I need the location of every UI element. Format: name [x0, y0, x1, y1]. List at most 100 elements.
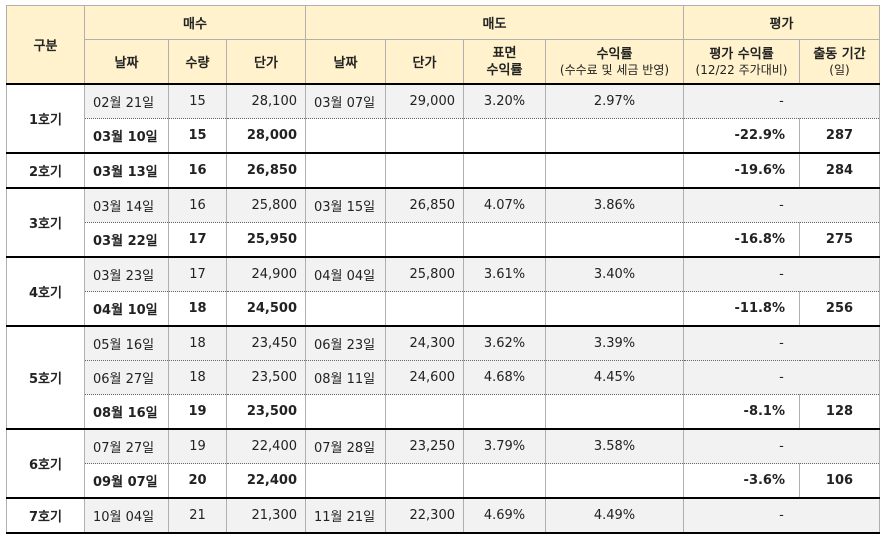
- header-net-return: 수익률 (수수료 및 세금 반영): [545, 39, 684, 85]
- buy-date-cell: 03월 23일: [84, 256, 169, 292]
- net-return-cell: 3.86%: [545, 187, 684, 223]
- header-surface-line1: 표면: [492, 45, 517, 61]
- surface-return-cell: 4.68%: [463, 360, 546, 395]
- sell-price-cell: 24,300: [385, 325, 464, 361]
- sell-date-cell: 11월 21일: [305, 497, 386, 534]
- table-row: 08월 16일 19 23,500 -8.1% 128: [7, 394, 880, 430]
- group-label: 4호기: [6, 256, 85, 327]
- eval-return-cell: -3.6%: [683, 463, 800, 499]
- net-return-cell: [545, 463, 684, 499]
- sell-date-cell: 08월 11일: [305, 360, 386, 395]
- net-return-cell: [545, 291, 684, 327]
- net-return-cell: [545, 394, 684, 430]
- group-label: 5호기: [6, 325, 85, 430]
- group-label: 2호기: [6, 152, 85, 189]
- sell-date-cell: [305, 222, 386, 258]
- sell-price-cell: 25,800: [385, 256, 464, 292]
- qty-cell: 16: [168, 152, 227, 189]
- net-return-cell: 4.49%: [545, 497, 684, 534]
- table-body: 1호기 02월 21일 15 28,100 03월 07일 29,000 3.20% 2.97…: [6, 83, 880, 534]
- buy-date-cell: 06월 27일: [84, 360, 169, 395]
- header-buy: 매수: [84, 5, 306, 40]
- buy-date-cell: 03월 13일: [84, 152, 169, 189]
- sell-date-cell: [305, 118, 386, 154]
- sell-date-cell: [305, 394, 386, 430]
- surface-return-cell: 3.62%: [463, 325, 546, 361]
- qty-cell: 18: [168, 325, 227, 361]
- qty-cell: 17: [168, 256, 227, 292]
- group-label: 3호기: [6, 187, 85, 258]
- header-eval-return-line1: 평가 수익률: [709, 46, 774, 62]
- table-row: 09월 07일 20 22,400 -3.6% 106: [7, 463, 880, 499]
- net-return-cell: 3.40%: [545, 256, 684, 292]
- sell-date-cell: 03월 07일: [305, 83, 386, 119]
- header-period: 출동 기간 (일): [799, 39, 880, 85]
- qty-cell: 18: [168, 360, 227, 395]
- net-return-cell: 3.58%: [545, 428, 684, 464]
- surface-return-cell: [463, 291, 546, 327]
- group-label: 6호기: [6, 428, 85, 499]
- qty-cell: 15: [168, 118, 227, 154]
- surface-return-cell: 4.07%: [463, 187, 546, 223]
- header-group: 구분: [6, 5, 85, 85]
- sell-price-cell: 24,600: [385, 360, 464, 395]
- header-eval: 평가: [683, 5, 880, 40]
- sell-date-cell: 07월 28일: [305, 428, 386, 464]
- buy-date-cell: 05월 16일: [84, 325, 169, 361]
- buy-date-cell: 10월 04일: [84, 497, 169, 534]
- table-row: 4호기 03월 23일 17 24,900 04월 04일 25,800 3.61% 3.40…: [6, 256, 880, 327]
- qty-cell: 20: [168, 463, 227, 499]
- header-buy-price: 단가: [226, 39, 306, 85]
- header-sell-date: 날짜: [305, 39, 386, 85]
- buy-date-cell: 08월 16일: [84, 394, 169, 430]
- table-row: 1호기 02월 21일 15 28,100 03월 07일 29,000 3.20% 2.97…: [6, 83, 880, 154]
- qty-cell: 16: [168, 187, 227, 223]
- buy-date-cell: 09월 07일: [84, 463, 169, 499]
- table-row: 5호기 05월 16일 18 23,450 06월 23일 24,300 3.62% 3.39…: [6, 325, 880, 430]
- buy-price-cell: 26,850: [226, 152, 306, 189]
- buy-price-cell: 21,300: [226, 497, 306, 534]
- sell-price-cell: [385, 152, 464, 189]
- buy-date-cell: 03월 14일: [84, 187, 169, 223]
- sell-date-cell: [305, 291, 386, 327]
- header-eval-return-line2: (12/22 주가대비): [695, 62, 788, 77]
- table-row: 06월 27일 18 23,500 08월 11일 24,600 4.68% 4.45% -: [7, 360, 880, 395]
- buy-price-cell: 24,500: [226, 291, 306, 327]
- sell-price-cell: [385, 118, 464, 154]
- header-surface-return: 표면 수익률: [463, 39, 546, 85]
- qty-cell: 18: [168, 291, 227, 327]
- eval-return-cell: -: [683, 187, 880, 223]
- sell-price-cell: [385, 463, 464, 499]
- group-label: 1호기: [6, 83, 85, 154]
- buy-price-cell: 25,950: [226, 222, 306, 258]
- buy-date-cell: 03월 22일: [84, 222, 169, 258]
- net-return-cell: 4.45%: [545, 360, 684, 395]
- surface-return-cell: [463, 118, 546, 154]
- table-row: 03월 22일 17 25,950 -16.8% 275: [7, 222, 880, 258]
- qty-cell: 17: [168, 222, 227, 258]
- header-sell: 매도: [305, 5, 684, 40]
- eval-return-cell: -: [683, 256, 880, 292]
- sell-price-cell: [385, 222, 464, 258]
- period-days-cell: 287: [799, 118, 880, 154]
- table-row: 3호기 03월 14일 16 25,800 03월 15일 26,850 4.07% 3.86…: [6, 187, 880, 258]
- header-surface-line2: 수익률: [486, 62, 523, 78]
- net-return-cell: [545, 118, 684, 154]
- buy-date-cell: 03월 10일: [84, 118, 169, 154]
- net-return-cell: [545, 152, 684, 189]
- header-period-line2: (일): [829, 62, 850, 77]
- sell-price-cell: 23,250: [385, 428, 464, 464]
- sell-price-cell: 29,000: [385, 83, 464, 119]
- period-days-cell: 106: [799, 463, 880, 499]
- eval-return-cell: -22.9%: [683, 118, 800, 154]
- buy-date-cell: 04월 10일: [84, 291, 169, 327]
- trade-table: 구분 매수 매도 평가 날짜 수량 단가 날짜 단가 표면 수익률 수익률 (수…: [6, 5, 880, 534]
- buy-price-cell: 28,000: [226, 118, 306, 154]
- eval-return-cell: -16.8%: [683, 222, 800, 258]
- surface-return-cell: [463, 463, 546, 499]
- eval-return-cell: -: [683, 428, 880, 464]
- buy-price-cell: 22,400: [226, 428, 306, 464]
- sell-price-cell: 26,850: [385, 187, 464, 223]
- eval-return-cell: -: [683, 497, 880, 534]
- net-return-cell: 2.97%: [545, 83, 684, 119]
